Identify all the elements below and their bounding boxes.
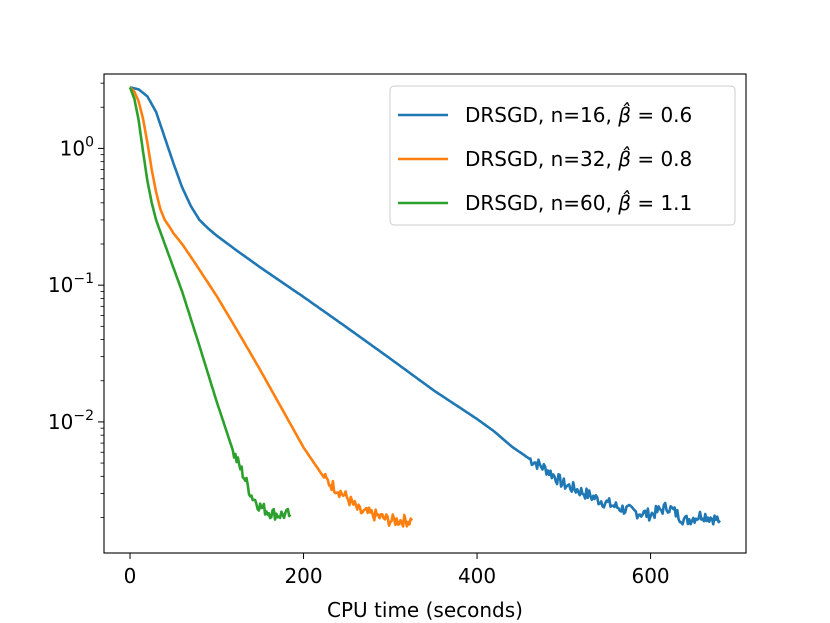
y-tick-label: 100 [60, 134, 94, 160]
series-line-2 [129, 86, 414, 528]
legend: DRSGD, n=16, β̂ = 0.6 DRSGD, n=32, β̂ = 0… [389, 85, 736, 226]
legend-entry-label: DRSGD, n=32, β̂ = 0.8 [465, 146, 692, 171]
x-axis: 0 200 400 600 [124, 553, 670, 588]
y-tick-label: 10−1 [48, 271, 94, 297]
x-tick-label: 200 [284, 564, 322, 588]
x-tick-label: 0 [124, 564, 137, 588]
series-line-1 [129, 86, 721, 526]
legend-entry-label: DRSGD, n=16, β̂ = 0.6 [465, 102, 692, 127]
legend-box [389, 85, 736, 226]
x-axis-title: CPU time (seconds) [327, 598, 523, 622]
x-tick-label: 400 [458, 564, 496, 588]
plot-frame [103, 73, 747, 554]
y-axis: 100 10−1 10−2 [48, 82, 104, 518]
series-line-3 [128, 86, 292, 521]
y-tick-label: 10−2 [48, 408, 94, 434]
legend-entry-label: DRSGD, n=60, β̂ = 1.1 [465, 190, 692, 215]
x-tick-label: 600 [631, 564, 669, 588]
